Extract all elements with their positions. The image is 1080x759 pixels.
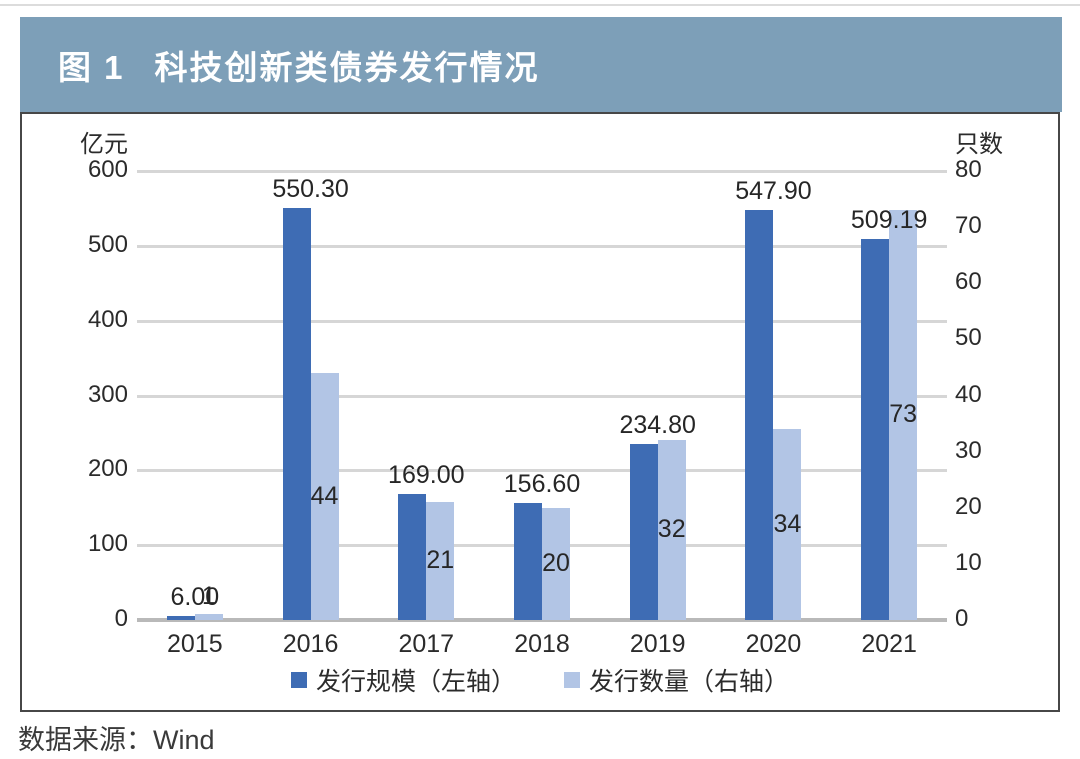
bar-scale-2016 <box>282 208 311 620</box>
bar-scale-2020 <box>745 209 774 620</box>
left-axis-tick: 0 <box>114 605 128 632</box>
gridline <box>137 244 947 248</box>
right-axis-tick: 50 <box>955 324 982 352</box>
x-axis-label-2016: 2016 <box>282 630 339 658</box>
x-axis-line <box>137 618 947 622</box>
legend-marker-light-icon <box>564 672 580 688</box>
figure-title-bar: 图 1 科技创新类债券发行情况 <box>20 17 1062 112</box>
value-label-scale-2017: 169.00 <box>388 460 465 489</box>
left-axis-tick: 200 <box>87 455 128 483</box>
value-label-count-2017: 21 <box>426 546 455 575</box>
bar-scale-2015 <box>166 615 195 620</box>
right-axis-tick: 40 <box>955 380 982 408</box>
left-axis-unit: 亿元 <box>80 131 128 158</box>
top-divider <box>0 4 1080 6</box>
value-label-count-2020: 34 <box>773 509 802 538</box>
bar-count-2017 <box>426 502 455 620</box>
bar-count-2016 <box>310 373 339 620</box>
left-axis-tick: 500 <box>87 230 128 258</box>
figure-number: 图 1 <box>58 48 125 86</box>
value-label-count-2018: 20 <box>542 548 570 577</box>
value-label-count-2021: 73 <box>889 400 918 429</box>
legend-label-count: 发行数量（右轴） <box>589 668 790 696</box>
value-label-count-2015: 1 <box>201 582 216 611</box>
bar-count-2021 <box>889 210 918 620</box>
right-axis-tick: 0 <box>955 605 969 632</box>
right-axis-tick: 60 <box>955 268 982 296</box>
bar-scale-2019 <box>629 444 658 620</box>
bar-count-2020 <box>773 429 802 620</box>
bar-scale-2017 <box>398 493 427 620</box>
right-axis-tick: 20 <box>955 492 982 520</box>
bar-count-2018 <box>542 507 570 620</box>
value-label-scale-2018: 156.60 <box>503 469 581 498</box>
value-label-count-2016: 44 <box>310 481 339 510</box>
x-axis-label-2017: 2017 <box>398 630 455 658</box>
bar-scale-2021 <box>861 238 890 620</box>
value-label-scale-2016: 550.30 <box>272 175 349 204</box>
legend-item-count: 发行数量（右轴） <box>564 662 789 698</box>
legend-label-scale: 发行规模（左轴） <box>315 668 516 696</box>
x-axis-label-2018: 2018 <box>514 630 570 658</box>
left-axis-tick: 600 <box>87 156 128 183</box>
gridline <box>137 319 947 323</box>
chart-plot-area: 亿元 只数 发行规模（左轴） 发行数量（右轴） 600 500 400 300 200 1… <box>20 112 1060 712</box>
bar-count-2015 <box>194 614 223 620</box>
right-axis-tick: 80 <box>955 156 982 183</box>
value-label-count-2019: 32 <box>657 515 686 544</box>
left-axis-tick: 400 <box>87 305 128 333</box>
right-axis-tick: 30 <box>955 436 982 464</box>
value-label-scale-2021: 509.19 <box>850 205 928 234</box>
gridline <box>137 170 947 173</box>
bar-scale-2018 <box>514 502 542 620</box>
left-axis-tick: 100 <box>87 530 128 558</box>
value-label-scale-2015: 6.00 <box>170 582 220 611</box>
x-axis-label-2021: 2021 <box>861 630 917 658</box>
x-axis-label-2019: 2019 <box>629 630 686 658</box>
legend-marker-dark-icon <box>290 672 307 688</box>
chart-legend: 发行规模（左轴） 发行数量（右轴） <box>22 662 1058 698</box>
figure-title: 科技创新类债券发行情况 <box>154 48 540 86</box>
bar-count-2019 <box>657 440 686 620</box>
gridline <box>137 394 947 398</box>
right-axis-tick: 70 <box>955 212 982 240</box>
value-label-scale-2019: 234.80 <box>619 411 696 440</box>
data-source: 数据来源：Wind <box>18 725 215 755</box>
left-axis-tick: 300 <box>87 380 128 408</box>
right-axis-tick: 10 <box>955 548 982 576</box>
x-axis-label-2020: 2020 <box>745 630 802 658</box>
right-axis-unit: 只数 <box>955 131 1003 158</box>
legend-item-scale: 发行规模（左轴） <box>290 662 516 698</box>
gridline <box>137 469 947 473</box>
value-label-scale-2020: 547.90 <box>735 176 812 205</box>
x-axis-label-2015: 2015 <box>167 630 223 658</box>
